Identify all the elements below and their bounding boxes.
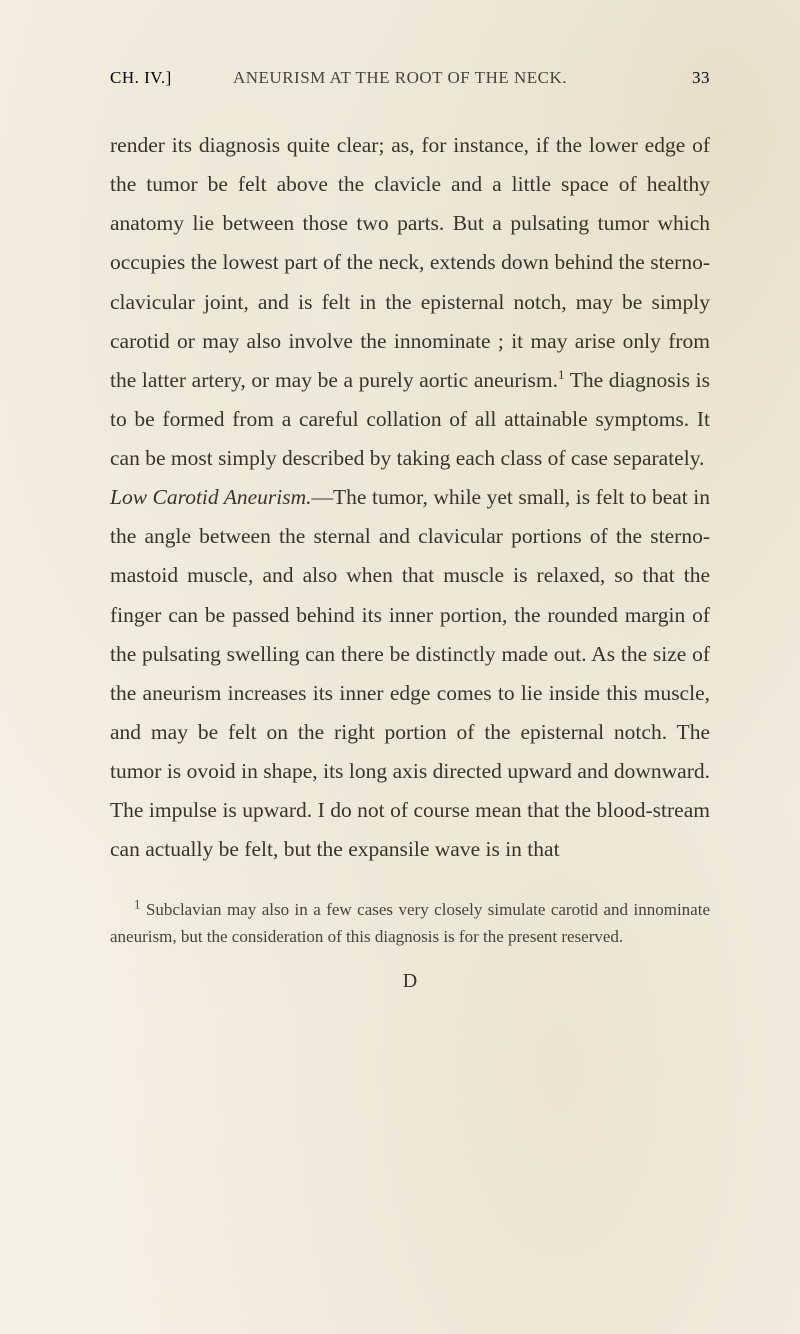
paragraph-2: Low Carotid Aneurism.—The tumor, while y… [110, 478, 710, 869]
page-container: CH. IV.] ANEURISM AT THE ROOT OF THE NEC… [0, 0, 800, 1053]
footnote-text-line: 1 Subclavian may also in a few cases ver… [110, 897, 710, 950]
footnote-text: Subclavian may also in a few cases very … [110, 900, 710, 945]
p2-heading: Low Carotid Aneurism. [110, 485, 312, 509]
running-header: CH. IV.] ANEURISM AT THE ROOT OF THE NEC… [110, 68, 710, 88]
header-title: ANEURISM AT THE ROOT OF THE NECK. [233, 68, 567, 88]
signature-mark: D [110, 970, 710, 993]
chapter-label: CH. IV.] [110, 68, 172, 88]
body-text: render its diagnosis quite clear; as, fo… [110, 126, 710, 869]
p2-text: —The tumor, while yet small, is felt to … [110, 485, 710, 861]
page-number: 33 [692, 68, 710, 88]
p1-text: render its diagnosis quite clear; as, fo… [110, 133, 710, 392]
paragraph-1: render its diagnosis quite clear; as, fo… [110, 126, 710, 478]
footnote: 1 Subclavian may also in a few cases ver… [110, 897, 710, 950]
